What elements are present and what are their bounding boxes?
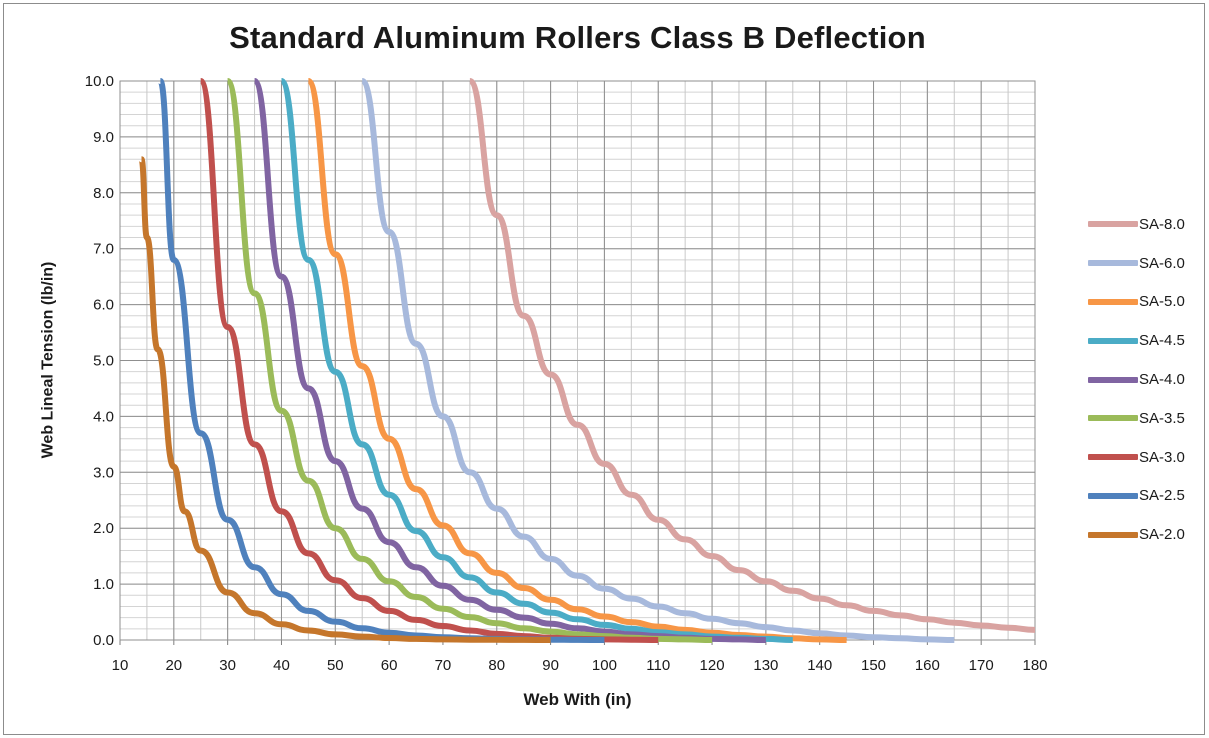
legend-item: SA-5.0 bbox=[1088, 283, 1198, 322]
y-tick-label: 8.0 bbox=[93, 185, 114, 202]
legend-item: SA-6.0 bbox=[1088, 244, 1198, 283]
x-tick-label: 10 bbox=[112, 657, 129, 674]
x-tick-label: 50 bbox=[327, 657, 344, 674]
x-tick-label: 60 bbox=[381, 657, 398, 674]
y-tick-label: 1.0 bbox=[93, 576, 114, 593]
legend-swatch bbox=[1088, 260, 1138, 267]
legend-label: SA-6.0 bbox=[1139, 254, 1185, 272]
y-tick-label: 0.0 bbox=[93, 632, 114, 649]
x-tick-label: 70 bbox=[435, 657, 452, 674]
legend-swatch bbox=[1088, 376, 1138, 383]
x-tick-label: 180 bbox=[1022, 657, 1047, 674]
x-tick-label: 120 bbox=[700, 657, 725, 674]
x-tick-label: 140 bbox=[807, 657, 832, 674]
legend: SA-8.0 SA-6.0 SA-5.0 SA-4.5 SA-4.0 SA-3.5 SA-3… bbox=[1088, 205, 1198, 554]
series-line-sa-8-0 bbox=[466, 78, 1036, 633]
legend-item: SA-4.5 bbox=[1088, 321, 1198, 360]
series-line-sa-6-0 bbox=[359, 78, 955, 643]
y-tick-label: 9.0 bbox=[93, 129, 114, 146]
y-tick-label: 7.0 bbox=[93, 241, 114, 258]
legend-label: SA-4.0 bbox=[1139, 371, 1185, 389]
x-tick-label: 90 bbox=[542, 657, 559, 674]
legend-swatch bbox=[1088, 298, 1138, 305]
legend-item: SA-2.5 bbox=[1088, 477, 1198, 516]
legend-swatch bbox=[1088, 531, 1138, 538]
chart-title: Standard Aluminum Rollers Class B Deflec… bbox=[229, 20, 926, 55]
legend-swatch bbox=[1088, 415, 1138, 422]
x-tick-label: 40 bbox=[273, 657, 290, 674]
y-tick-label: 5.0 bbox=[93, 353, 114, 370]
legend-item: SA-3.5 bbox=[1088, 399, 1198, 438]
y-tick-label: 6.0 bbox=[93, 297, 114, 314]
legend-item: SA-4.0 bbox=[1088, 360, 1198, 399]
x-tick-label: 160 bbox=[915, 657, 940, 674]
legend-label: SA-5.0 bbox=[1139, 293, 1185, 311]
legend-label: SA-2.5 bbox=[1139, 487, 1185, 505]
x-tick-label: 100 bbox=[592, 657, 617, 674]
legend-item: SA-8.0 bbox=[1088, 205, 1198, 244]
series-line-sa-2-0 bbox=[138, 156, 551, 643]
legend-label: SA-2.0 bbox=[1139, 526, 1185, 544]
x-axis-label: Web With (in) bbox=[523, 690, 632, 709]
legend-item: SA-2.0 bbox=[1088, 515, 1198, 554]
legend-swatch bbox=[1088, 454, 1138, 461]
y-tick-label: 4.0 bbox=[93, 408, 114, 425]
legend-label: SA-4.5 bbox=[1139, 332, 1185, 350]
y-tick-label: 2.0 bbox=[93, 520, 114, 537]
y-tick-label: 10.0 bbox=[85, 73, 114, 90]
legend-swatch bbox=[1088, 492, 1138, 499]
y-tick-label: 3.0 bbox=[93, 464, 114, 481]
legend-label: SA-8.0 bbox=[1139, 215, 1185, 233]
x-tick-label: 20 bbox=[165, 657, 182, 674]
legend-swatch bbox=[1088, 221, 1138, 228]
x-tick-label: 110 bbox=[646, 657, 670, 674]
legend-label: SA-3.5 bbox=[1139, 409, 1185, 427]
legend-label: SA-3.0 bbox=[1139, 448, 1185, 466]
x-tick-label: 170 bbox=[969, 657, 994, 674]
x-tick-label: 30 bbox=[219, 657, 236, 674]
x-tick-label: 150 bbox=[861, 657, 886, 674]
x-tick-label: 130 bbox=[753, 657, 778, 674]
legend-item: SA-3.0 bbox=[1088, 438, 1198, 477]
x-tick-label: 80 bbox=[488, 657, 505, 674]
legend-swatch bbox=[1088, 337, 1138, 344]
